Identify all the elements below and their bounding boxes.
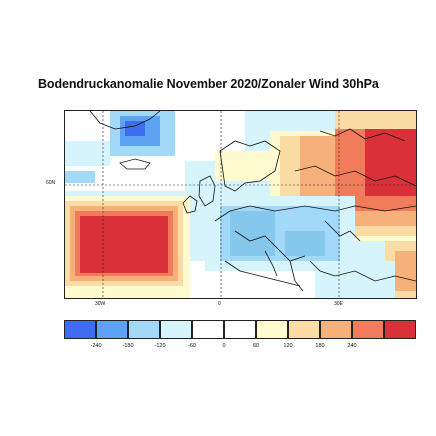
colorbar-cell [224, 320, 256, 339]
neutral-zone [215, 151, 275, 181]
colorbar-tick-label: 240 [347, 343, 357, 349]
map-title: Bodendruckanomalie November 2020/Zonaler… [38, 77, 379, 91]
coastlines [89, 111, 416, 292]
negative-anomaly-greenland [65, 111, 175, 183]
lon-label-30w: 30W [95, 301, 106, 307]
graticule [65, 111, 416, 298]
colorbar-cell [96, 320, 128, 339]
colorbar-cell [160, 320, 192, 339]
negative-anomaly-central-europe [205, 196, 395, 298]
colorbar-tick-label: 60 [252, 343, 260, 349]
colorbar [64, 320, 416, 339]
colorbar-tick-label: 0 [222, 343, 226, 349]
colorbar-cell [384, 320, 416, 339]
positive-anomaly-north-atlantic [65, 196, 190, 298]
lat-label-60n: 60N [46, 180, 56, 186]
map-panel [64, 110, 417, 299]
colorbar-cell [192, 320, 224, 339]
lon-label-30e: 30E [334, 301, 343, 307]
anomaly-map [65, 111, 416, 298]
colorbar-cell [64, 320, 96, 339]
colorbar-tick-label: -120 [154, 343, 166, 349]
colorbar-cell [320, 320, 352, 339]
colorbar-tick-label: 120 [283, 343, 293, 349]
lon-label-0: 0 [218, 301, 221, 307]
colorbar-tick-label: 180 [315, 343, 325, 349]
colorbar-cell [128, 320, 160, 339]
colorbar-tick-label: -240 [90, 343, 102, 349]
colorbar-cell [256, 320, 288, 339]
colorbar-cell [288, 320, 320, 339]
colorbar-cell [352, 320, 384, 339]
colorbar-tick-label: -180 [122, 343, 134, 349]
colorbar-tick-label: -60 [188, 343, 196, 349]
